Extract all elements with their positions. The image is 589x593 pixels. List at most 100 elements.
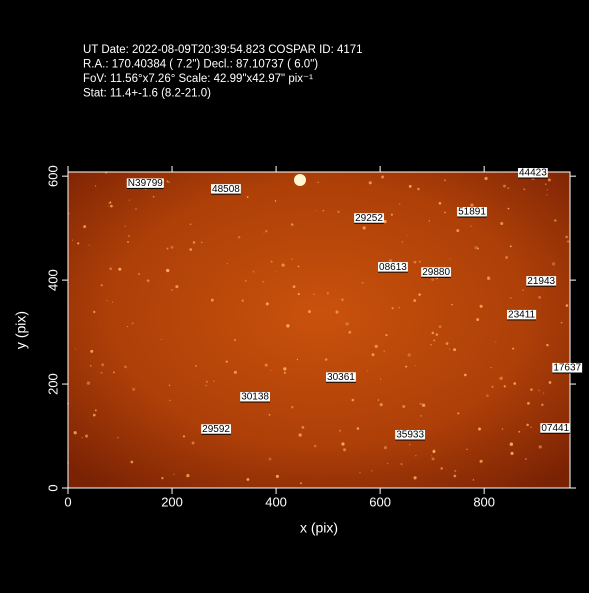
star: [381, 176, 384, 179]
star: [297, 359, 298, 360]
star: [110, 205, 113, 208]
star: [83, 225, 86, 228]
star: [132, 388, 135, 391]
star: [265, 230, 267, 232]
star: [298, 293, 300, 295]
x-tick-label: 200: [161, 494, 183, 509]
star: [566, 304, 569, 307]
star: [456, 229, 459, 232]
star: [450, 259, 451, 260]
star: [327, 292, 329, 294]
star: [345, 322, 348, 325]
star: [269, 458, 272, 461]
star: [409, 444, 410, 445]
star: [499, 377, 502, 380]
star: [166, 269, 169, 272]
star: [383, 350, 385, 352]
star: [166, 180, 168, 182]
star: [419, 403, 421, 405]
star: [436, 333, 438, 335]
star: [87, 381, 90, 384]
star: [205, 384, 207, 386]
star: [422, 404, 425, 407]
star: [380, 403, 383, 406]
x-axis-label: x (pix): [300, 520, 338, 536]
star: [117, 437, 119, 439]
star: [407, 235, 408, 236]
star: [543, 392, 544, 393]
star: [316, 210, 317, 211]
star: [500, 222, 503, 225]
star: [362, 282, 364, 284]
star: [548, 179, 551, 182]
star: [201, 242, 203, 244]
star: [352, 399, 355, 402]
object-label: 07441: [541, 423, 569, 434]
star: [138, 273, 140, 275]
star: [375, 345, 378, 348]
star: [546, 344, 548, 346]
star: [480, 305, 483, 308]
star: [325, 358, 328, 361]
star: [95, 185, 96, 186]
star: [539, 445, 542, 448]
star: [399, 204, 400, 205]
star: [160, 339, 161, 340]
object-label: 44423: [519, 168, 547, 179]
star: [284, 372, 286, 374]
star: [93, 414, 96, 417]
star: [378, 399, 379, 400]
object-label: 21943: [527, 276, 555, 287]
y-axis-label: y (pix): [13, 311, 29, 349]
star: [387, 463, 388, 464]
x-tick-label: 0: [64, 494, 71, 509]
object-label: 08613: [379, 262, 407, 273]
star: [101, 363, 104, 366]
star: [308, 310, 311, 313]
star: [238, 236, 241, 239]
star: [431, 455, 432, 456]
star: [127, 241, 129, 243]
star: [372, 353, 375, 356]
star: [153, 196, 155, 198]
star: [213, 381, 214, 382]
star: [434, 449, 435, 450]
star: [538, 390, 539, 391]
star: [283, 367, 286, 370]
star: [518, 431, 520, 433]
star: [484, 177, 487, 180]
star: [234, 339, 236, 341]
star: [444, 179, 446, 181]
star: [525, 458, 527, 460]
star: [546, 194, 547, 195]
star: [527, 402, 530, 405]
sky-image: [68, 172, 570, 488]
y-tick-label: 200: [45, 373, 60, 395]
star: [242, 300, 244, 302]
star: [384, 446, 387, 449]
star: [391, 307, 393, 309]
star: [173, 474, 174, 475]
star: [85, 434, 88, 437]
star: [72, 240, 73, 241]
x-tick-label: 400: [265, 494, 287, 509]
star: [367, 371, 368, 372]
star: [457, 412, 459, 414]
star: [82, 437, 83, 438]
star: [170, 246, 173, 249]
y-tick-label: 400: [45, 269, 60, 291]
star: [291, 223, 294, 226]
star: [195, 365, 197, 367]
star: [266, 302, 269, 305]
star: [275, 271, 276, 272]
star: [414, 261, 417, 264]
star: [77, 242, 79, 244]
star: [112, 302, 113, 303]
star: [380, 379, 381, 380]
star: [276, 475, 279, 478]
star: [135, 208, 137, 210]
star: [451, 304, 453, 306]
star: [439, 202, 442, 205]
star: [409, 185, 412, 188]
star: [444, 212, 446, 214]
